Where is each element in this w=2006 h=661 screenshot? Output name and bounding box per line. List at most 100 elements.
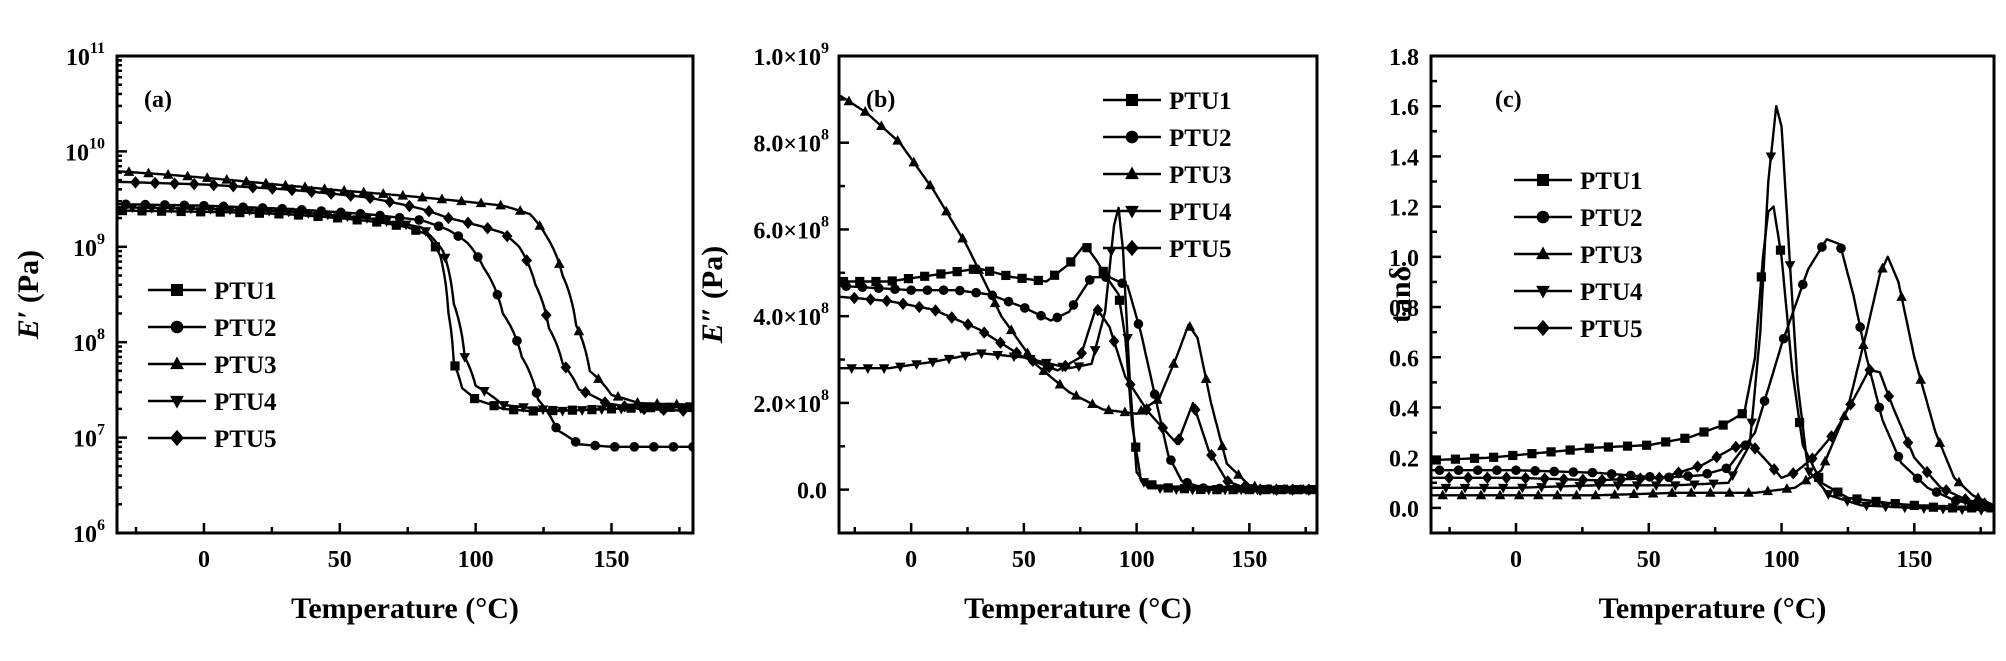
data-point-ptu3 [989,297,1001,308]
data-point-ptu2 [492,289,503,300]
x-tick-label: 50 [1637,547,1661,573]
data-point-ptu3 [1494,489,1506,500]
data-point-ptu3 [162,169,174,179]
data-point-ptu2 [1606,469,1617,479]
y-tick-exponent: 8 [821,387,829,404]
data-point-ptu5 [1076,346,1087,360]
data-point-ptu5 [1577,473,1589,487]
data-point-ptu5 [462,216,474,230]
data-point-ptu3 [1513,489,1525,500]
data-point-ptu4 [342,212,353,223]
data-point-ptu5 [849,291,860,305]
data-point-ptu1 [1642,440,1652,450]
legend-label: PTU2 [1169,125,1232,152]
data-point-ptu1 [1033,275,1043,286]
y-tick-label: 108 [73,326,105,357]
data-point-ptu5 [1043,360,1055,374]
data-point-ptu5 [1730,440,1742,454]
data-point-ptu5 [1940,484,1952,497]
data-point-ptu5 [286,183,298,197]
data-point-ptu5 [978,326,990,339]
data-point-ptu1 [1527,449,1537,459]
data-point-ptu1 [1718,420,1728,430]
data-point-ptu5 [1902,436,1914,449]
y-tick-exponent: 8 [821,300,829,317]
data-point-ptu5 [1462,471,1474,484]
data-point-ptu5 [1254,483,1266,496]
data-point-ptu5 [1711,450,1723,464]
data-point-ptu3 [182,170,193,181]
data-point-ptu1 [1680,433,1690,443]
data-point-ptu3 [1022,347,1033,357]
data-point-ptu5 [1864,363,1876,377]
data-point-ptu2 [1568,467,1579,477]
data-point-ptu3 [1152,394,1163,404]
data-point-ptu1 [176,206,186,217]
data-point-ptu2 [1931,487,1942,497]
data-point-ptu2 [1036,310,1046,321]
y-tick-label: 1.0 [1389,246,1419,272]
x-tick-label: 50 [328,547,352,573]
data-point-ptu1 [1489,452,1499,462]
data-point-ptu1 [1066,257,1076,267]
series-line-ptu1 [117,209,693,413]
data-point-ptu3 [1070,390,1082,400]
y-tick-label: 0.6 [1389,346,1419,372]
y-tick-mantissa: 4.0×10 [753,305,821,331]
data-point-ptu5 [1173,433,1185,446]
data-point-ptu3 [843,95,855,106]
data-point-ptu4 [1187,485,1198,496]
data-point-ptu4 [1106,247,1117,257]
y-tick-exponent: 9 [97,231,105,248]
data-point-ptu1 [528,406,538,416]
data-point-ptu4 [1956,505,1968,516]
y-tick-exponent: 7 [97,422,105,439]
legend-label: PTU1 [214,278,277,305]
data-point-ptu1 [333,213,343,223]
data-point-ptu3 [612,391,624,401]
data-point-ptu2 [1836,243,1846,254]
data-point-ptu5 [1520,471,1531,485]
legend-item-ptu3: PTU3 [1514,242,1643,269]
data-point-ptu5 [404,199,415,213]
data-point-ptu3 [1456,489,1468,500]
data-point-ptu3 [280,179,291,190]
data-point-ptu5 [1011,346,1022,360]
data-point-ptu4 [537,405,549,416]
data-point-ptu3 [377,188,389,198]
data-point-ptu1 [509,405,519,415]
data-point-ptu5 [423,205,435,218]
data-point-ptu2 [1797,279,1808,290]
data-point-ptu1 [1603,442,1613,452]
data-point-ptu2 [841,281,852,292]
data-point-ptu3 [1200,373,1212,383]
data-point-ptu5 [188,177,200,191]
data-point-ptu1 [1508,450,1518,461]
data-point-ptu2 [1587,467,1598,478]
data-point-ptu1 [411,225,421,235]
data-point-ptu1 [1049,270,1060,280]
data-point-ptu3 [1666,487,1678,497]
x-tick-label: 0 [198,547,210,573]
legend-marker-ptu2 [1125,130,1139,144]
data-point-ptu3 [1628,488,1640,499]
y-tick-label: 1.4 [1389,145,1419,171]
data-point-ptu1 [952,267,962,277]
data-point-ptu4 [576,406,588,416]
data-point-ptu3 [123,166,135,176]
legend-label: PTU5 [1580,316,1643,343]
data-point-ptu3 [1953,476,1965,487]
legend-item-ptu1: PTU1 [1103,88,1232,115]
legend-marker-ptu3 [170,356,184,370]
legend-item-ptu2: PTU2 [148,315,277,342]
data-point-ptu2 [1644,472,1655,482]
data-point-ptu2 [531,387,542,398]
data-point-ptu5 [1654,471,1665,485]
data-point-ptu4 [846,364,857,374]
data-point-ptu1 [1795,417,1805,428]
data-point-ptu4 [146,203,158,214]
data-point-ptu5 [1482,471,1493,484]
data-point-ptu1 [936,269,946,279]
data-point-ptu3 [1724,487,1735,497]
x-tick-label: 150 [1896,547,1932,573]
